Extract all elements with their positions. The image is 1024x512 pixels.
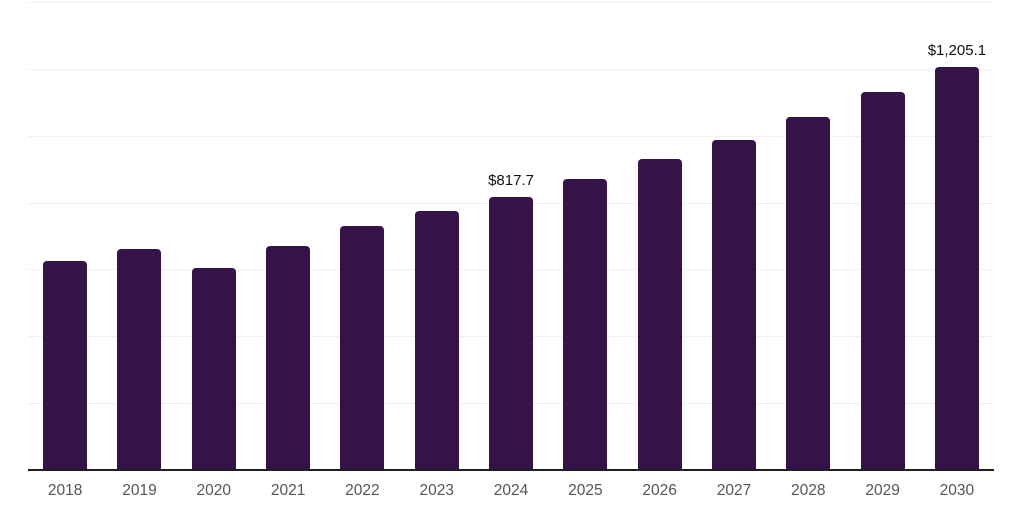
- bar-slot-2029: [845, 2, 919, 470]
- bar-slot-2022: [325, 2, 399, 470]
- plot-area: $817.7 $1,205.1: [28, 2, 994, 471]
- gridline: [28, 135, 994, 137]
- bar-slot-2020: [177, 2, 251, 470]
- bar: [860, 92, 905, 470]
- x-tick-label: 2026: [642, 482, 677, 499]
- bar-value-label: $1,205.1: [927, 42, 987, 60]
- bar: [637, 159, 682, 470]
- bar-slot-2030: $1,205.1: [920, 2, 994, 470]
- bar: [117, 248, 162, 470]
- bar-slot-2023: [400, 2, 474, 470]
- bar: [711, 140, 756, 470]
- bar-value-label: $817.7: [488, 171, 534, 189]
- x-tick-label: 2024: [493, 482, 529, 499]
- bar-slot-2018: [28, 2, 102, 470]
- bar-slot-2019: [102, 2, 176, 470]
- x-tick-label: 2030: [939, 482, 975, 499]
- bar-slot-2021: [251, 2, 325, 470]
- bar: [563, 179, 608, 470]
- x-tick-label: 2021: [270, 482, 306, 499]
- bar-slot-2027: [697, 2, 771, 470]
- bar: [191, 268, 236, 470]
- bar: [934, 67, 979, 470]
- bar: [414, 211, 459, 470]
- bar: [266, 246, 311, 470]
- bar: [340, 225, 385, 470]
- x-tick-label: 2020: [196, 482, 232, 499]
- bars-row: $817.7 $1,205.1: [28, 2, 994, 470]
- x-tick-label: 2027: [716, 482, 752, 499]
- x-tick-label: 2025: [568, 482, 603, 499]
- x-tick-label: 2023: [419, 482, 454, 499]
- x-tick-label: 2028: [791, 482, 826, 499]
- x-tick-label: 2018: [47, 482, 83, 499]
- gridline: [28, 68, 994, 70]
- x-tick-label: 2022: [345, 482, 380, 499]
- x-tick-label: 2019: [122, 482, 157, 499]
- bar-slot-2026: [623, 2, 697, 470]
- x-tick-label: 2029: [865, 482, 900, 499]
- x-axis-line: [28, 469, 994, 471]
- bar: [786, 117, 831, 470]
- x-axis-labels: 2018 2019 2020 2021 2022 2023 2024 2025 2026 2027…: [28, 481, 994, 500]
- bar: [43, 261, 88, 470]
- bar-slot-2025: [548, 2, 622, 470]
- bar-slot-2028: [771, 2, 845, 470]
- bar: [489, 196, 534, 470]
- bar-slot-2024: $817.7: [474, 2, 548, 470]
- gridline: [28, 2, 994, 3]
